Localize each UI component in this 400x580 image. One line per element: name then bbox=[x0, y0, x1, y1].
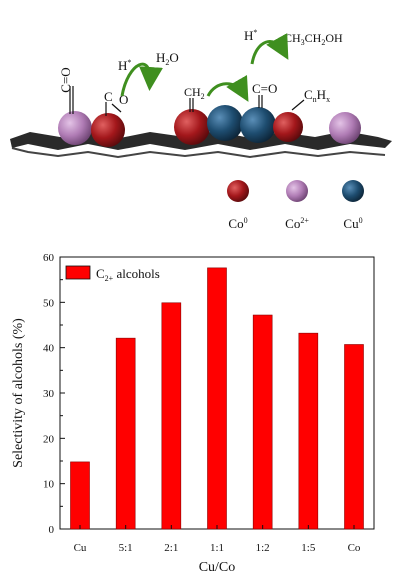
h2o-label: H2O bbox=[156, 50, 179, 67]
co2-c-label: C bbox=[104, 89, 113, 104]
y-axis-label: Selectivity of alcohols (%) bbox=[11, 318, 26, 468]
x-tick-label: Co bbox=[348, 542, 361, 554]
bar-cu bbox=[70, 461, 90, 530]
bar-2-1 bbox=[161, 302, 182, 530]
y-tick-label: 50 bbox=[43, 297, 55, 309]
y-axis: 0 10 20 30 40 50 60 bbox=[43, 252, 65, 536]
h-star-left-label: H* bbox=[118, 58, 131, 73]
bar-1-2 bbox=[252, 314, 273, 530]
x-tick-label: 1:5 bbox=[301, 542, 316, 554]
chart-legend: C2+ alcohols bbox=[65, 265, 160, 283]
h-star-right-label: H* bbox=[244, 28, 257, 43]
bar-1-1 bbox=[207, 267, 227, 530]
y-tick-label: 60 bbox=[43, 252, 55, 264]
co0-atom bbox=[91, 113, 125, 147]
selectivity-bar-chart: 0 10 20 30 40 50 60 Cu 5:1 2:1 1:1 1:2 1:5 Co Select… bbox=[11, 252, 375, 575]
legend-co0-swatch bbox=[227, 180, 249, 202]
co2-o-label: O bbox=[119, 92, 128, 107]
x-tick-label: 2:1 bbox=[164, 542, 178, 554]
x-tick-label: 1:2 bbox=[256, 542, 270, 554]
legend-co2plus-swatch bbox=[286, 180, 308, 202]
co2plus-atom bbox=[58, 111, 92, 145]
ethanol-label: CH3CH2OH bbox=[284, 31, 343, 47]
legend-co2plus-label: Co2+ bbox=[285, 216, 309, 231]
legend-swatch bbox=[65, 265, 91, 280]
legend-cu0-swatch bbox=[342, 180, 364, 202]
y-tick-label: 20 bbox=[43, 433, 55, 445]
bar-co bbox=[344, 344, 364, 530]
x-axis: Cu 5:1 2:1 1:1 1:2 1:5 Co bbox=[74, 525, 361, 554]
legend-co0-label: Co0 bbox=[228, 216, 247, 231]
bar-5-1 bbox=[115, 337, 136, 530]
x-tick-label: 5:1 bbox=[119, 542, 133, 554]
co-right-label: C=O bbox=[252, 81, 277, 96]
y-tick-label: 10 bbox=[43, 479, 55, 491]
co0-atom bbox=[174, 109, 210, 145]
cnhx-bond bbox=[291, 99, 305, 111]
reaction-arrow-icon bbox=[250, 33, 289, 65]
x-axis-label: Cu/Co bbox=[199, 560, 236, 575]
x-tick-label: 1:1 bbox=[210, 542, 224, 554]
reaction-arrow-icon bbox=[206, 75, 249, 102]
co2plus-atom bbox=[329, 112, 361, 144]
y-tick-label: 30 bbox=[43, 388, 55, 400]
co0-atom bbox=[273, 112, 303, 142]
ch2-label: CH2 bbox=[184, 85, 205, 101]
catalyst-schematic: C=O C O CH2 C=O CnHx H* H2O H* CH3CH2OH bbox=[10, 28, 392, 159]
co-left-o-label: C=O bbox=[58, 67, 73, 92]
atom-legend: Co0 Co2+ Cu0 bbox=[227, 180, 364, 231]
legend-label: C2+ alcohols bbox=[96, 266, 160, 283]
bars bbox=[70, 267, 364, 530]
x-tick-label: Cu bbox=[74, 542, 87, 554]
cu0-atom bbox=[240, 107, 276, 143]
legend-cu0-label: Cu0 bbox=[343, 216, 362, 231]
cnhx-label: CnHx bbox=[304, 87, 330, 104]
y-tick-label: 40 bbox=[43, 343, 55, 355]
y-tick-label: 0 bbox=[49, 524, 55, 536]
support-sheet-edge bbox=[11, 147, 386, 159]
co2-bond bbox=[111, 103, 122, 113]
bar-1-5 bbox=[298, 332, 319, 530]
cu0-atom bbox=[207, 105, 243, 141]
reaction-arrow-icon bbox=[120, 62, 163, 97]
